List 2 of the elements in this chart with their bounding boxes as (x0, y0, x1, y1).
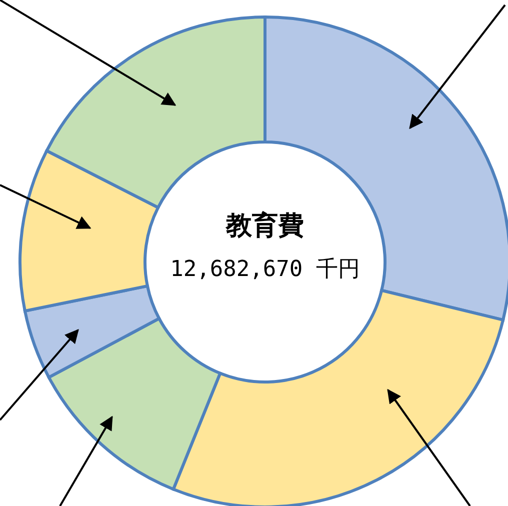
text: 12,682,670 千円 (170, 257, 360, 282)
text: 教育費 (225, 210, 304, 241)
